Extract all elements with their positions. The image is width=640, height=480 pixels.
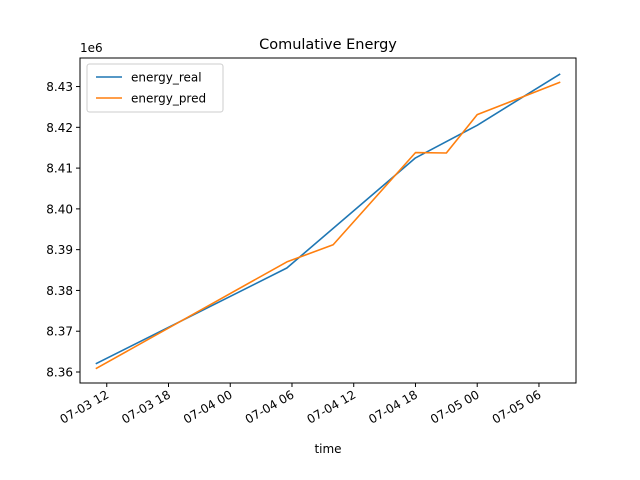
legend-label: energy_pred <box>131 92 206 106</box>
chart-title: Comulative Energy <box>259 37 397 53</box>
x-tick-label: 07-03 12 <box>58 387 112 426</box>
y-tick-label: 8.42 <box>46 121 73 135</box>
series-line-energy-pred <box>95 81 561 370</box>
y-tick-label: 8.43 <box>46 80 73 94</box>
legend-box <box>86 63 224 113</box>
x-tick-label: 07-04 06 <box>243 387 297 426</box>
legend-label: energy_real <box>131 71 202 85</box>
x-tick-label: 07-04 18 <box>366 387 420 426</box>
series-layer <box>95 73 561 370</box>
y-tick-label: 8.38 <box>46 284 73 298</box>
x-axis-ticks: 07-03 12 07-03 18 07-04 00 07-04 06 07-04 12… <box>58 383 544 427</box>
plot-frame <box>79 57 577 384</box>
series-line-energy-real <box>95 73 561 365</box>
y-tick-label: 8.41 <box>46 162 73 176</box>
y-tick-label: 8.40 <box>46 202 73 216</box>
y-tick-label: 8.36 <box>46 365 73 379</box>
x-axis-label: time <box>314 442 341 456</box>
x-tick-label: 07-04 12 <box>305 387 359 426</box>
y-tick-label: 8.37 <box>46 325 73 339</box>
x-tick-label: 07-05 00 <box>428 387 482 426</box>
y-tick-label: 8.39 <box>46 243 73 257</box>
y-axis-ticks: 8.36 8.37 8.38 8.39 8.40 8.41 8.42 8.43 <box>46 80 80 379</box>
x-tick-label: 07-05 06 <box>490 387 544 426</box>
y-offset-label: 1e6 <box>80 41 103 55</box>
x-tick-label: 07-04 00 <box>181 387 235 426</box>
x-tick-label: 07-03 18 <box>119 387 173 426</box>
legend: energy_real energy_pred <box>86 63 224 113</box>
